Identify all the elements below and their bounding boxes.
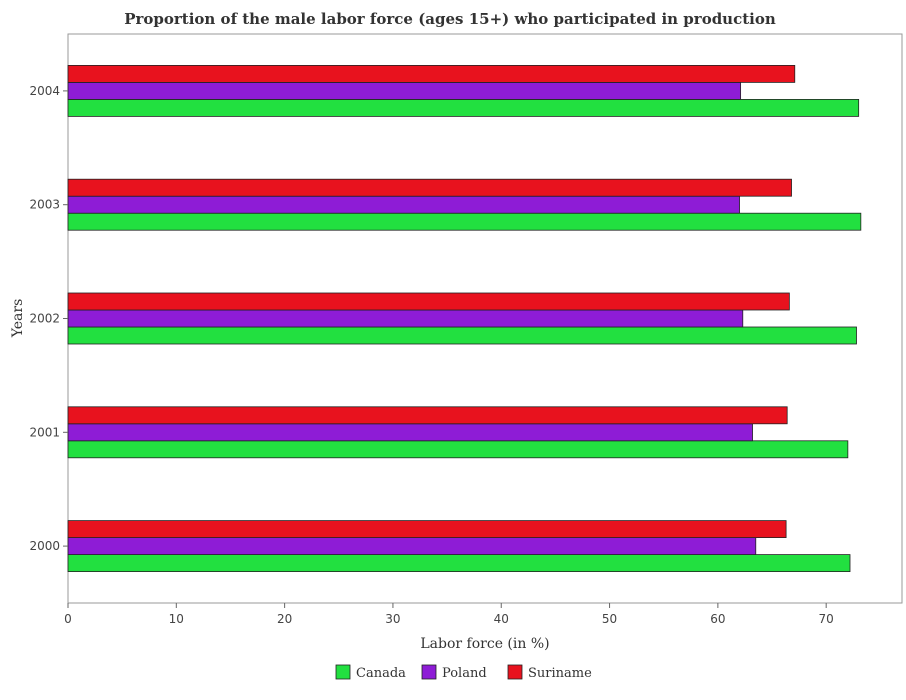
bar-canada-2004 (67, 99, 860, 117)
x-axis-title: Labor force (in %) (420, 636, 549, 652)
legend-swatch-canada (335, 664, 351, 680)
x-tick-label: 70 (819, 612, 834, 626)
y-axis-title: Years (10, 299, 26, 339)
bar-canada-2000 (67, 554, 851, 572)
y-tick-label: 2003 (29, 198, 60, 212)
legend-label-canada: Canada (356, 666, 406, 681)
x-tick-label: 10 (169, 612, 184, 626)
y-tick-label: 2001 (29, 425, 60, 439)
x-tick-label: 0 (64, 612, 72, 626)
y-tick-label: 2000 (29, 539, 60, 553)
bar-poland-2002 (67, 309, 744, 328)
bar-canada-2001 (67, 440, 849, 459)
bar-canada-2003 (67, 212, 862, 231)
x-tick-label: 40 (494, 612, 509, 626)
x-tick-label: 50 (602, 612, 617, 626)
bar-poland-2004 (67, 82, 742, 100)
bar-suriname-2002 (67, 292, 790, 311)
x-tick-label: 20 (277, 612, 292, 626)
bar-poland-2000 (67, 537, 757, 555)
bar-poland-2003 (67, 195, 740, 214)
legend-label-suriname: Suriname (528, 666, 592, 681)
y-tick-label: 2004 (29, 84, 60, 98)
bar-suriname-2004 (67, 65, 796, 83)
legend-swatch-suriname (507, 664, 523, 680)
y-tick-label: 2002 (29, 312, 60, 326)
bar-suriname-2001 (67, 406, 788, 425)
x-tick-label: 30 (385, 612, 400, 626)
bar-canada-2002 (67, 326, 857, 345)
legend-label-poland: Poland (442, 666, 487, 681)
chart-title: Proportion of the male labor force (ages… (124, 10, 776, 28)
bar-suriname-2003 (67, 178, 792, 197)
legend: Canada Poland Suriname (335, 664, 592, 681)
plot-area: 0 10 20 30 40 50 60 70 2000 2001 2002 2003 2004 (29, 33, 903, 626)
legend-swatch-poland (421, 664, 437, 680)
bar-poland-2001 (67, 423, 753, 442)
x-tick-label: 60 (710, 612, 725, 626)
bar-suriname-2000 (67, 520, 787, 538)
